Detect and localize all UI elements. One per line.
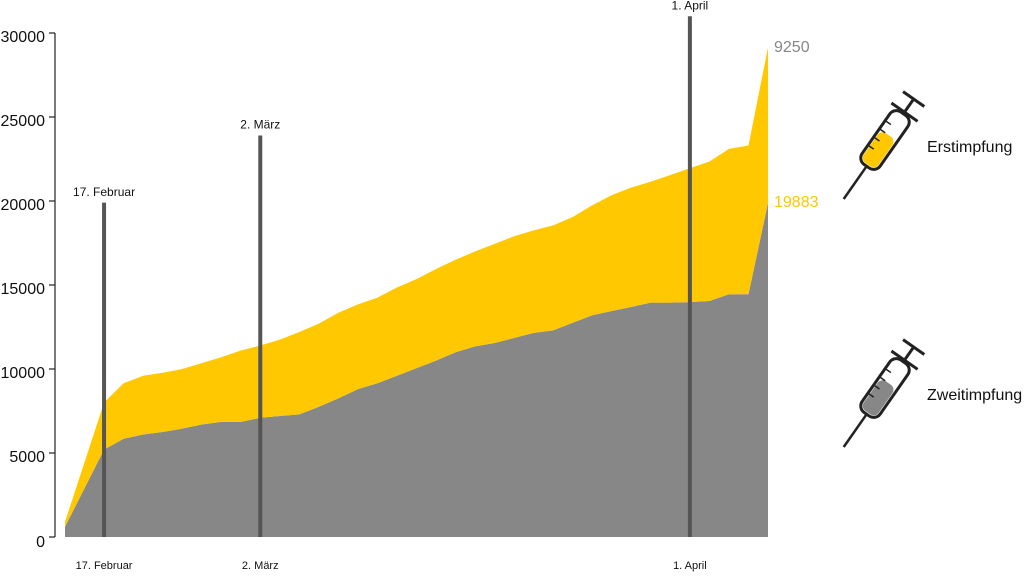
scale-mark	[884, 119, 892, 126]
event-label: 17. Februar	[73, 185, 135, 199]
scale-mark	[867, 392, 875, 398]
y-tick-label: 25000	[1, 113, 46, 130]
y-tick-label: 30000	[1, 29, 46, 46]
event-label: 2. März	[240, 118, 280, 132]
y-tick-label: 5000	[9, 449, 45, 466]
event-label: 1. April	[672, 0, 709, 12]
scale-mark	[867, 144, 875, 150]
liquid	[862, 380, 894, 416]
handle	[902, 90, 926, 108]
scale-mark	[879, 376, 886, 382]
y-tick-label: 15000	[1, 281, 46, 298]
scale-mark	[873, 384, 880, 390]
scale-mark	[884, 367, 892, 374]
y-tick-label: 0	[36, 534, 45, 551]
end-label: 9250	[774, 39, 810, 56]
flange	[890, 101, 919, 123]
area	[65, 202, 768, 537]
needle	[842, 163, 869, 200]
flange	[890, 349, 919, 371]
needle	[842, 411, 869, 448]
legend-label: Zweitimpfung	[927, 387, 1022, 404]
end-label: 19883	[774, 194, 819, 211]
x-tick-label: 2. März	[242, 560, 279, 572]
x-tick-label: 17. Februar	[76, 560, 133, 572]
x-tick-label: 1. April	[673, 560, 707, 572]
scale-mark	[873, 136, 880, 142]
syringe-icon	[842, 338, 926, 448]
handle	[902, 338, 926, 356]
legend-label: Erstimpfung	[927, 139, 1012, 156]
y-tick-label: 20000	[1, 197, 46, 214]
syringe-icon	[842, 90, 926, 200]
scale-mark	[879, 128, 886, 134]
liquid	[862, 132, 894, 168]
y-tick-label: 10000	[1, 365, 46, 382]
legend: Erstimpfung Zweitimpfung	[842, 90, 1022, 448]
area	[65, 47, 768, 527]
plot-area: 0 5000 10000 15000 20000 25000 30000 19883 9250 1…	[1, 0, 819, 572]
